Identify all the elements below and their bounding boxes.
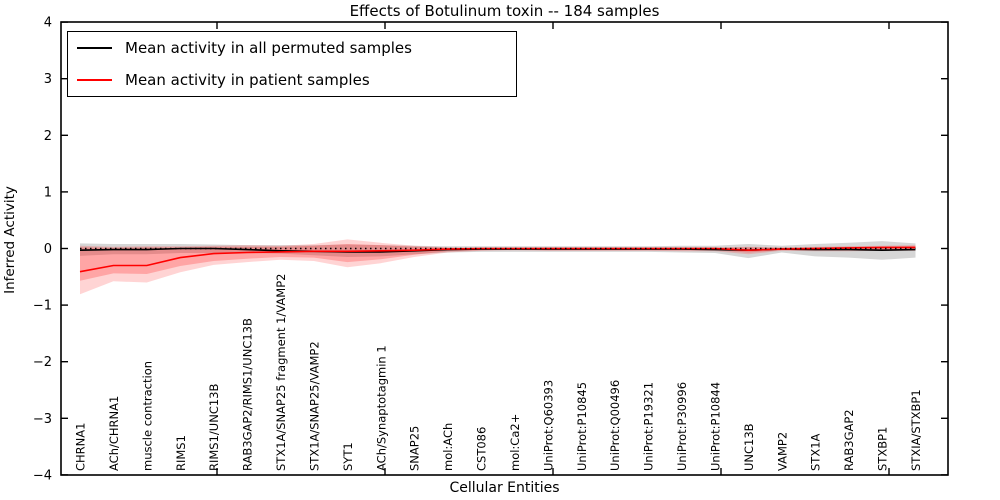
patient-samples-band-outer [80,239,916,295]
category-label: RAB3GAP2 [842,409,856,471]
y-tick-label: 3 [44,72,52,87]
permuted-samples-band [80,241,916,260]
category-label: ACh/CHRNA1 [107,396,121,471]
category-label: STXIA/STXBP1 [909,389,923,471]
x-axis-label: Cellular Entities [449,480,560,496]
category-label: UNC13B [742,423,756,471]
category-label: VAMP2 [775,432,789,471]
legend-item-permuted: Mean activity in all permuted samples [68,32,516,64]
category-label: SYT1 [341,442,355,471]
patient-mean-line [79,246,916,273]
legend-label-permuted: Mean activity in all permuted samples [125,39,412,57]
category-label: UniProt:Q60393 [541,380,555,471]
category-label: RIMS1/UNC13B [207,384,221,471]
y-tick-label: 1 [44,185,52,200]
category-label: UniProt:Q00496 [608,380,622,471]
category-label: RIMS1 [174,435,188,471]
category-label: UniProt:P19321 [642,382,656,471]
category-label: STX1A/SNAP25 fragment 1/VAMP2 [274,274,288,471]
category-label: STX1A/SNAP25/VAMP2 [307,341,321,471]
category-label: CST086 [475,427,489,471]
category-label: muscle contraction [140,361,154,471]
y-tick-label: 2 [44,129,52,144]
y-tick-label: −4 [33,468,52,483]
y-tick-label: −2 [33,355,52,370]
legend-line-black [77,47,112,49]
legend: Mean activity in all permuted samples Me… [67,31,517,97]
y-axis-label: Inferred Activity [2,186,18,294]
category-label: UniProt:P10844 [709,382,723,471]
category-label: STXBP1 [876,427,890,471]
y-tick-label: 0 [44,242,52,257]
category-label: SNAP25 [408,426,422,471]
category-label: CHRNA1 [74,423,88,471]
y-tick-label: 4 [44,16,52,31]
category-label: UniProt:P30996 [675,382,689,471]
chart-title: Effects of Botulinum toxin -- 184 sample… [349,2,660,20]
category-label: RAB3GAP2/RIMS1/UNC13B [241,318,255,471]
legend-item-patient: Mean activity in patient samples [68,64,516,96]
patient-samples-band-inner [80,244,916,281]
y-tick-label: −3 [33,412,52,427]
category-label: ACh/Synaptotagmin 1 [374,345,388,471]
category-label: mol:Ca2+ [508,414,522,471]
legend-label-patient: Mean activity in patient samples [125,71,370,89]
y-tick-label: −1 [33,299,52,314]
category-label: mol:ACh [441,423,455,471]
category-label: STX1A [809,433,823,471]
category-label: UniProt:P10845 [575,382,589,471]
legend-line-red [77,79,112,81]
